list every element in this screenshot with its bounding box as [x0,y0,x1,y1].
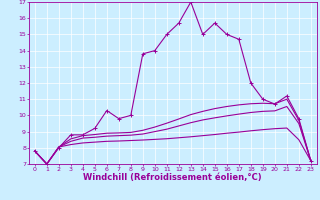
X-axis label: Windchill (Refroidissement éolien,°C): Windchill (Refroidissement éolien,°C) [84,173,262,182]
